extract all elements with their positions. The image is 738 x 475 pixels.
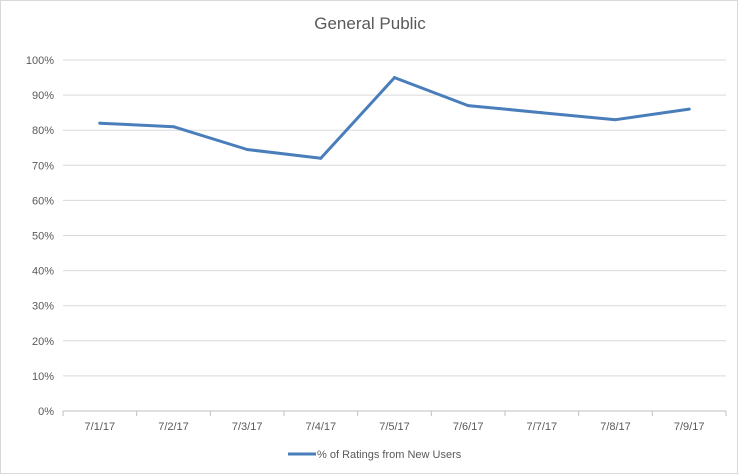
- x-tick-label: 7/1/17: [85, 421, 116, 433]
- x-tick-label: 7/6/17: [453, 421, 484, 433]
- x-tick-label: 7/3/17: [232, 421, 263, 433]
- gridlines: [63, 59, 726, 377]
- data-point: [245, 148, 249, 152]
- x-tick-label: 7/7/17: [527, 421, 558, 433]
- legend-label: % of Ratings from New Users: [317, 449, 462, 461]
- y-tick-label: 70%: [32, 160, 54, 172]
- y-tick-label: 90%: [32, 90, 54, 102]
- axes: 0% 10% 20% 30% 40% 50% 60% 70% 80% 90% 100% 7/1/17 7…: [26, 55, 727, 433]
- data-point: [466, 104, 470, 108]
- x-tick-label: 7/2/17: [158, 421, 189, 433]
- legend: % of Ratings from New Users: [288, 449, 462, 461]
- data-point: [540, 111, 544, 115]
- data-point: [172, 125, 175, 129]
- data-point: [393, 76, 396, 80]
- y-tick-label: 30%: [32, 301, 54, 313]
- y-tick-label: 0%: [38, 406, 54, 418]
- x-tick-label: 7/9/17: [674, 421, 705, 433]
- y-tick-label: 20%: [32, 336, 54, 348]
- series-line: [98, 76, 691, 160]
- x-tick-label: 7/4/17: [306, 421, 337, 433]
- y-tick-label: 100%: [26, 55, 54, 67]
- y-tick-label: 50%: [32, 231, 54, 243]
- data-point: [687, 107, 691, 111]
- y-tick-label: 40%: [32, 266, 54, 278]
- y-tick-label: 80%: [32, 125, 54, 137]
- x-tick-label: 7/5/17: [379, 421, 410, 433]
- data-point: [614, 118, 617, 122]
- data-point: [98, 121, 102, 125]
- series-layer: [98, 76, 691, 160]
- x-tick-label: 7/8/17: [600, 421, 631, 433]
- y-tick-label: 60%: [32, 195, 54, 207]
- chart-title: General Public: [314, 14, 426, 33]
- data-point: [319, 156, 323, 160]
- y-tick-label: 10%: [32, 371, 54, 383]
